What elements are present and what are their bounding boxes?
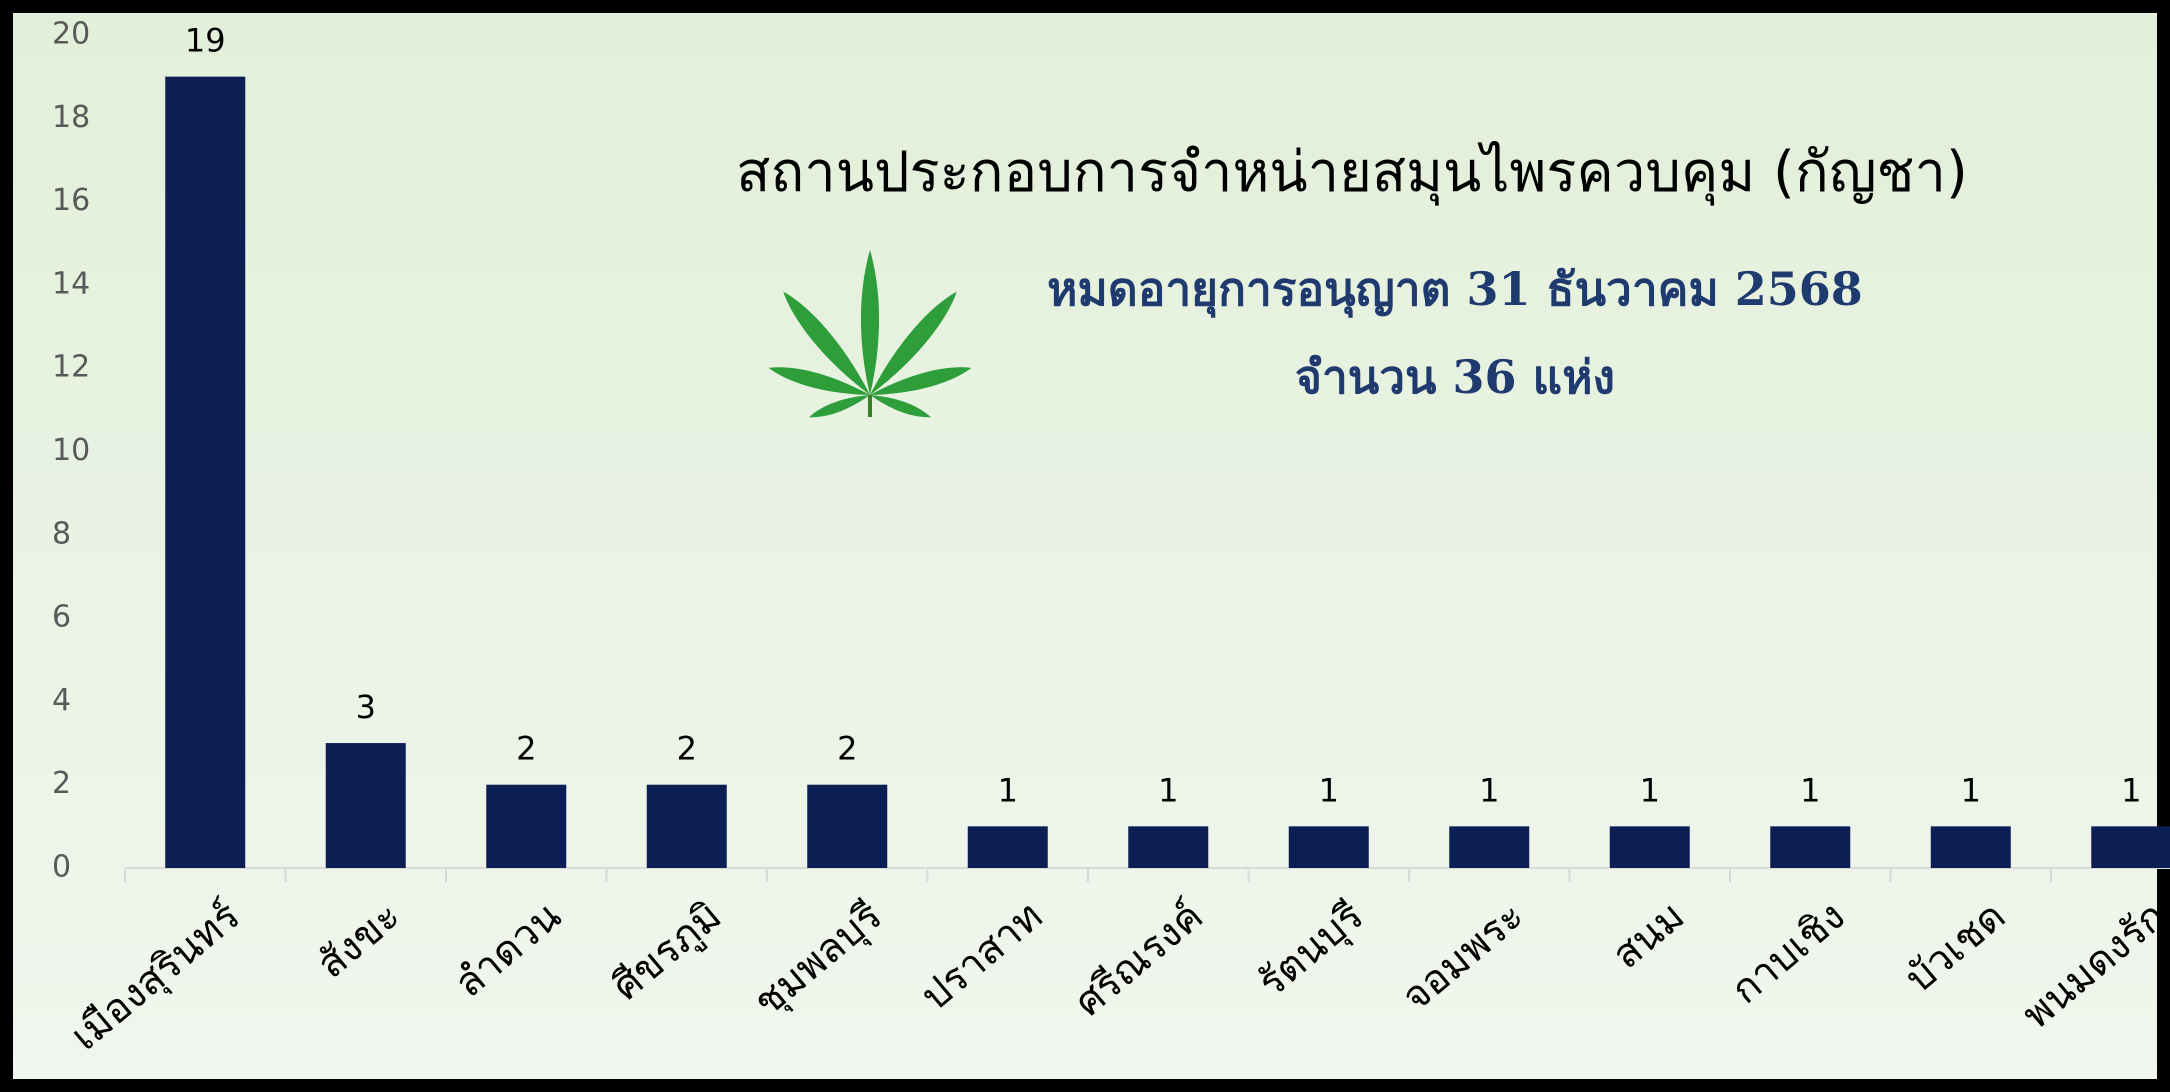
- bar: [1930, 826, 2011, 868]
- value-label: 1: [1961, 771, 1981, 809]
- value-label: 2: [677, 730, 697, 768]
- y-tick-label: 0: [52, 850, 71, 885]
- bar: [1128, 826, 1209, 868]
- value-label: 1: [1319, 771, 1339, 809]
- value-label: 2: [837, 730, 857, 768]
- y-tick-label: 6: [52, 600, 71, 635]
- bar: [646, 784, 727, 868]
- y-tick-label: 8: [52, 516, 71, 551]
- value-label: 1: [1800, 771, 1820, 809]
- leaf-icon: [768, 250, 972, 418]
- value-label: 1: [1640, 771, 1660, 809]
- value-label: 1: [998, 771, 1018, 809]
- y-tick-label: 20: [52, 17, 90, 52]
- y-tick-label: 4: [52, 683, 71, 718]
- bar: [807, 784, 888, 868]
- y-tick-label: 2: [52, 766, 71, 801]
- y-tick-label: 16: [52, 183, 90, 218]
- bar: [165, 76, 246, 868]
- bar: [967, 826, 1048, 868]
- value-label: 19: [185, 22, 226, 60]
- chart-title: สถานประกอบการจำหน่ายสมุนไพรควบคุม (กัญชา…: [736, 140, 1968, 206]
- value-label: 2: [516, 730, 536, 768]
- value-label: 1: [1479, 771, 1499, 809]
- value-label: 1: [1158, 771, 1178, 809]
- bar: [1770, 826, 1851, 868]
- bar: [1288, 826, 1369, 868]
- value-label: 3: [356, 688, 376, 726]
- frame-tab: [10, 0, 792, 8]
- bar: [1449, 826, 1530, 868]
- y-tick-label: 10: [52, 433, 90, 468]
- bar: [486, 784, 567, 868]
- chart-subtitle: หมดอายุการอนุญาต 31 ธันวาคม 2568: [1047, 262, 1863, 318]
- y-tick-label: 18: [52, 100, 90, 135]
- bar: [2091, 826, 2170, 868]
- annotation: จำนวน 36 แห่ง: [1295, 350, 1615, 404]
- y-tick-label: 12: [52, 350, 90, 385]
- bar: [325, 743, 406, 868]
- value-label: 1: [2121, 771, 2141, 809]
- y-tick-label: 14: [52, 266, 90, 301]
- bar: [1609, 826, 1690, 868]
